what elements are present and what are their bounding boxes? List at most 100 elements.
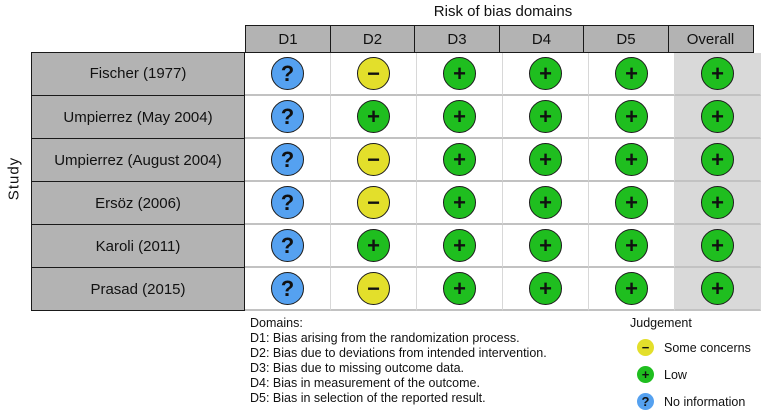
judgement-symbol: +: [625, 60, 638, 86]
judgement-symbol: +: [539, 146, 552, 172]
domain-definitions: Domains: D1: Bias arising from the rando…: [250, 316, 547, 406]
judgement-cell: +: [503, 96, 589, 139]
judgement-circle: +: [701, 229, 734, 262]
judgement-cell-overall: +: [675, 268, 761, 311]
judgement-circle: +: [701, 143, 734, 176]
legend-item-no-information: ? No information: [637, 393, 751, 410]
judgement-cell-overall: +: [675, 53, 761, 96]
judgement-circle: +: [529, 57, 562, 90]
judgement-symbol: +: [625, 189, 638, 215]
judgement-symbol: +: [539, 189, 552, 215]
judgement-circle: +: [529, 272, 562, 305]
judgement-cell: +: [503, 268, 589, 311]
legend-item-label: Low: [664, 367, 687, 382]
judgement-cell-overall: +: [675, 225, 761, 268]
judgement-symbol: +: [453, 103, 466, 129]
judgement-circle: −: [357, 143, 390, 176]
judgement-cell: +: [331, 225, 417, 268]
judgement-cell: ?: [245, 139, 331, 182]
judgement-cell: ?: [245, 225, 331, 268]
column-header-d5: D5: [583, 25, 669, 53]
judgement-circle: +: [443, 100, 476, 133]
judgement-symbol: +: [625, 275, 638, 301]
judgement-circle: +: [529, 229, 562, 262]
judgement-cell: −: [331, 268, 417, 311]
study-name: Umpierrez (May 2004): [31, 96, 245, 139]
judgement-cell: +: [589, 96, 675, 139]
judgement-cell: +: [417, 182, 503, 225]
judgement-cell: +: [589, 53, 675, 96]
study-name: Fischer (1977): [31, 51, 245, 96]
judgement-circle: ?: [271, 143, 304, 176]
table-row: Fischer (1977) ? − + + + +: [31, 51, 761, 96]
judgement-legend: Judgement − Some concerns + Low ? No inf…: [630, 316, 751, 419]
judgement-cell: +: [589, 139, 675, 182]
judgement-symbol: +: [711, 189, 724, 215]
judgement-symbol: +: [625, 232, 638, 258]
judgement-circle: −: [357, 57, 390, 90]
judgement-cell: +: [417, 139, 503, 182]
judgement-symbol: +: [539, 275, 552, 301]
table-row: Umpierrez (August 2004) ? − + + + +: [31, 139, 761, 182]
column-header-overall: Overall: [667, 25, 754, 53]
legend-item-label: Some concerns: [664, 340, 751, 355]
judgement-circle: +: [615, 272, 648, 305]
judgement-circle: +: [443, 143, 476, 176]
table-row: Ersöz (2006) ? − + + + +: [31, 182, 761, 225]
judgement-symbol: −: [367, 60, 380, 86]
table-row: Karoli (2011) ? + + + + +: [31, 225, 761, 268]
column-header-d1: D1: [245, 25, 331, 53]
domain-definition-d3: D3: Bias due to missing outcome data.: [250, 361, 465, 375]
judgement-cell: +: [503, 53, 589, 96]
judgement-circle: +: [615, 186, 648, 219]
judgement-circle: +: [701, 100, 734, 133]
judgement-cell: +: [589, 225, 675, 268]
judgement-cell: −: [331, 139, 417, 182]
judgement-circle: −: [357, 186, 390, 219]
judgement-cell-overall: +: [675, 96, 761, 139]
judgement-cell: +: [503, 139, 589, 182]
judgement-symbol: +: [453, 232, 466, 258]
judgement-circle: +: [443, 57, 476, 90]
judgement-circle: ?: [271, 229, 304, 262]
judgement-symbol: +: [711, 275, 724, 301]
judgement-circle: +: [443, 229, 476, 262]
judgement-circle: +: [615, 229, 648, 262]
figure-title: Risk of bias domains: [433, 3, 573, 20]
domain-definition-d1: D1: Bias arising from the randomization …: [250, 331, 520, 345]
judgement-symbol: −: [367, 275, 380, 301]
judgement-circle: ?: [271, 100, 304, 133]
judgement-symbol: ?: [280, 146, 295, 172]
judgement-symbol: ?: [280, 189, 295, 215]
judgement-cell: +: [417, 268, 503, 311]
judgement-symbol: ?: [280, 275, 295, 301]
low-risk-icon: +: [637, 366, 654, 383]
domain-definition-d2: D2: Bias due to deviations from intended…: [250, 346, 547, 360]
no-information-icon: ?: [637, 393, 654, 410]
judgement-symbol: +: [453, 275, 466, 301]
judgement-cell: +: [331, 96, 417, 139]
judgement-circle: ?: [271, 186, 304, 219]
judgement-symbol: +: [367, 232, 380, 258]
table-row: Prasad (2015) ? − + + + +: [31, 268, 761, 311]
judgement-circle: +: [701, 186, 734, 219]
judgement-symbol: +: [539, 103, 552, 129]
legend-heading: Judgement: [630, 316, 692, 330]
judgement-cell: −: [331, 53, 417, 96]
judgement-circle: +: [529, 186, 562, 219]
judgement-symbol: −: [367, 146, 380, 172]
study-name: Karoli (2011): [31, 225, 245, 268]
judgement-symbol: ?: [280, 103, 295, 129]
judgement-circle: +: [529, 143, 562, 176]
judgement-cell: −: [331, 182, 417, 225]
judgement-cell: +: [503, 225, 589, 268]
judgement-circle: +: [701, 57, 734, 90]
judgement-circle: +: [615, 100, 648, 133]
judgement-symbol: +: [539, 60, 552, 86]
judgement-cell-overall: +: [675, 182, 761, 225]
judgement-cell: ?: [245, 268, 331, 311]
judgement-symbol: ?: [280, 232, 295, 258]
judgement-circle: +: [357, 229, 390, 262]
judgement-cell: +: [589, 268, 675, 311]
judgement-symbol: +: [453, 146, 466, 172]
